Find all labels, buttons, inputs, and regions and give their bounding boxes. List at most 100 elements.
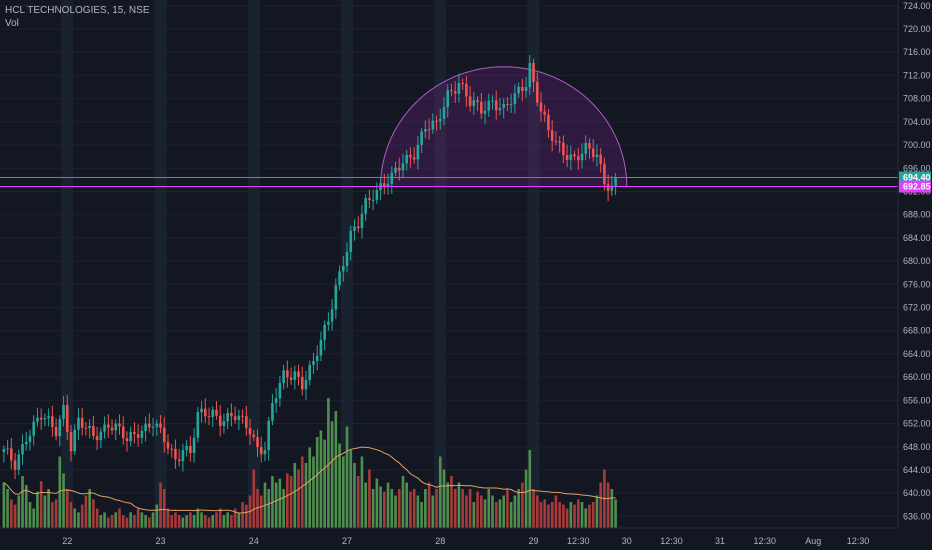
candle: [95, 426, 99, 451]
candle: [330, 299, 334, 331]
candle-body: [233, 416, 237, 420]
price-tick-label: 700.00: [903, 140, 931, 150]
candle: [92, 415, 95, 440]
candle-body: [237, 415, 241, 420]
volume-bar: [528, 450, 532, 528]
candle-body: [420, 131, 423, 145]
session-band: [247, 0, 260, 528]
price-tick-label: 640.00: [903, 488, 931, 498]
candle: [349, 225, 353, 261]
candle-body: [13, 460, 17, 470]
candle-body: [334, 285, 338, 310]
candle: [300, 366, 304, 396]
candle-body: [386, 183, 390, 187]
volume-bar: [21, 476, 24, 528]
volume-bar: [461, 489, 464, 528]
session-band: [154, 0, 167, 528]
volume-bar: [345, 426, 349, 528]
candle-body: [323, 324, 326, 340]
horizontal-price-lines[interactable]: [0, 177, 898, 188]
candle-body: [189, 445, 192, 453]
candle-body: [226, 413, 229, 422]
candle-body: [252, 434, 256, 438]
candle-body: [174, 448, 177, 460]
candle: [226, 407, 229, 430]
price-tick-label: 656.00: [903, 395, 931, 405]
candle: [289, 367, 293, 385]
volume-bar: [368, 469, 371, 528]
candle-body: [562, 142, 565, 156]
candle: [606, 174, 610, 202]
time-tick-label: 12:30: [847, 536, 870, 546]
volume-bar: [252, 469, 256, 528]
candle-body: [457, 82, 461, 94]
volume-bar: [256, 489, 259, 528]
volume-bar: [136, 508, 140, 528]
candle-body: [129, 432, 132, 442]
volume-bar: [491, 495, 494, 528]
candle: [252, 429, 256, 442]
candle-body: [88, 425, 91, 429]
candle: [151, 417, 155, 437]
volume-label[interactable]: Vol: [5, 18, 19, 29]
volume-bar: [77, 512, 80, 528]
candle-body: [241, 415, 244, 417]
volume-bar: [315, 437, 319, 528]
candle-body: [125, 438, 129, 442]
volume-bar: [39, 481, 43, 528]
candle: [203, 398, 207, 424]
candle-body: [110, 427, 114, 431]
volume-bar: [47, 489, 50, 528]
volume-bar: [576, 499, 580, 528]
candle: [338, 265, 341, 291]
candles[interactable]: [2, 54, 617, 480]
candle: [319, 331, 323, 362]
candle: [461, 78, 464, 90]
candle-body: [487, 100, 491, 111]
candle-body: [84, 427, 88, 429]
candle-body: [371, 199, 375, 201]
time-tick-label: 22: [62, 536, 72, 546]
candle: [453, 81, 457, 103]
candle-body: [17, 454, 21, 470]
candle-body: [416, 144, 420, 160]
volume-bar: [2, 482, 6, 528]
volume-bar: [293, 463, 297, 528]
volume-bar: [524, 469, 528, 528]
volume-bar: [416, 495, 420, 528]
volume-bar: [36, 491, 39, 528]
candle: [494, 90, 498, 120]
volume-bar: [88, 489, 91, 528]
candle-body: [483, 110, 487, 114]
time-tick-label: 12:30: [660, 536, 683, 546]
candle-body: [565, 155, 569, 160]
volume-bar: [65, 489, 69, 528]
candle: [371, 189, 375, 210]
volume-bar: [371, 489, 375, 528]
candle-body: [177, 459, 181, 462]
volume-bar: [144, 515, 147, 528]
symbol-title[interactable]: HCL TECHNOLOGIES, 15, NSE: [5, 5, 150, 16]
candle: [207, 407, 211, 426]
candle: [177, 449, 181, 467]
candle-body: [6, 448, 9, 450]
candle: [129, 426, 132, 447]
candle-body: [274, 398, 278, 404]
price-axis[interactable]: 636.00 640.00 644.00 648.00 652.00 656.00 660.…: [897, 0, 931, 528]
candle-body: [103, 424, 106, 432]
candle: [442, 97, 446, 126]
candle-body: [166, 442, 170, 449]
volume-bar: [155, 504, 159, 528]
candle: [297, 364, 300, 386]
candle: [599, 148, 602, 173]
price-tick-label: 644.00: [903, 465, 931, 475]
volume-bar: [51, 502, 54, 528]
candle: [125, 431, 129, 452]
time-axis[interactable]: 22 23 24 27 28 29 12:30 30 12:30 31 12:30 Aug 12:30: [0, 527, 898, 546]
volume-bar: [159, 482, 162, 528]
candle: [491, 94, 494, 110]
candle: [457, 73, 461, 103]
volume-bar: [483, 499, 487, 528]
volume-bar: [498, 499, 502, 528]
